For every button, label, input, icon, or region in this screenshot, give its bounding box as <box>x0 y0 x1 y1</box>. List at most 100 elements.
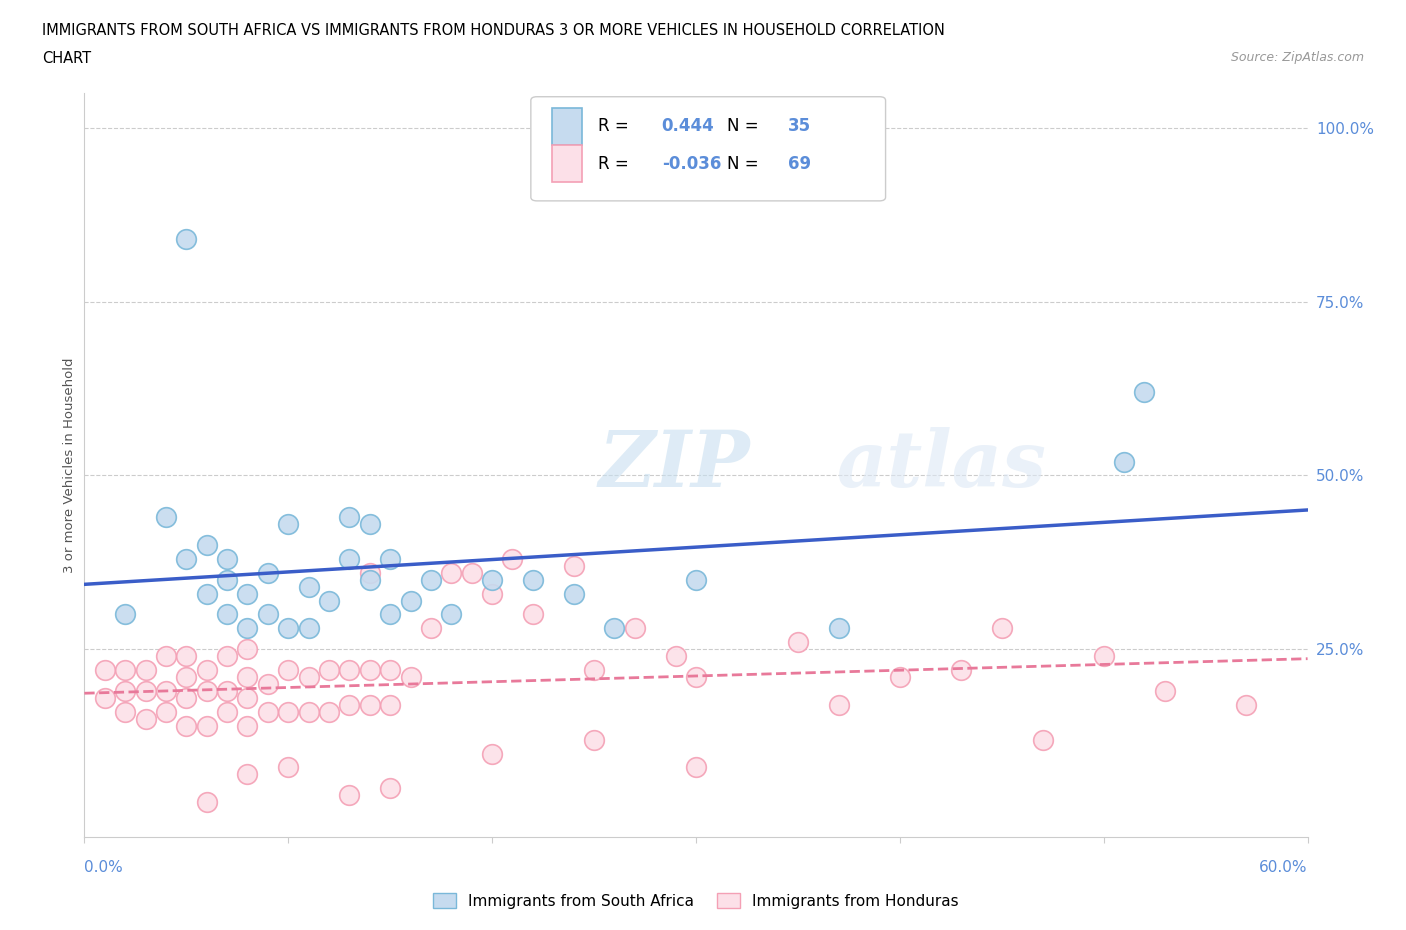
Point <box>562 586 585 601</box>
Text: IMMIGRANTS FROM SOUTH AFRICA VS IMMIGRANTS FROM HONDURAS 3 OR MORE VEHICLES IN H: IMMIGRANTS FROM SOUTH AFRICA VS IMMIGRAN… <box>42 23 945 38</box>
Point <box>359 698 381 712</box>
Point <box>991 621 1014 636</box>
Point <box>359 517 381 532</box>
Text: 35: 35 <box>787 117 811 136</box>
Point <box>339 698 361 712</box>
Bar <box>551 108 582 145</box>
Point <box>440 607 463 622</box>
Point <box>399 593 422 608</box>
Point <box>1133 384 1156 399</box>
Point <box>257 607 280 622</box>
Point <box>114 607 136 622</box>
Point <box>522 572 544 587</box>
Point <box>481 586 503 601</box>
Point <box>828 698 851 712</box>
Point <box>481 746 503 761</box>
Point <box>236 767 259 782</box>
Point <box>950 663 973 678</box>
Point <box>277 704 299 719</box>
Text: 0.0%: 0.0% <box>84 860 124 875</box>
Point <box>277 517 299 532</box>
Point <box>217 607 239 622</box>
Point <box>257 565 280 580</box>
Point <box>318 704 340 719</box>
Point <box>236 586 259 601</box>
Text: Source: ZipAtlas.com: Source: ZipAtlas.com <box>1230 51 1364 64</box>
Point <box>114 684 136 698</box>
Point <box>176 670 198 684</box>
Point <box>217 649 239 664</box>
Point <box>298 579 321 594</box>
Point <box>1032 732 1054 747</box>
Point <box>217 704 239 719</box>
Point <box>380 607 402 622</box>
Point <box>155 704 177 719</box>
Point <box>114 663 136 678</box>
Point <box>176 551 198 566</box>
Text: CHART: CHART <box>42 51 91 66</box>
Point <box>339 510 361 525</box>
Point <box>217 684 239 698</box>
Point <box>298 621 321 636</box>
Point <box>93 663 117 678</box>
Point <box>277 760 299 775</box>
Point <box>603 621 626 636</box>
Point <box>176 232 198 246</box>
Point <box>114 704 136 719</box>
Point <box>298 670 321 684</box>
Point <box>583 732 606 747</box>
Point <box>195 684 218 698</box>
Point <box>236 642 259 657</box>
Point <box>339 788 361 803</box>
Point <box>359 565 381 580</box>
Point <box>562 558 585 573</box>
Point <box>420 572 443 587</box>
Text: 0.444: 0.444 <box>662 117 714 136</box>
Point <box>217 551 239 566</box>
Point <box>481 572 503 587</box>
Point <box>277 621 299 636</box>
Point <box>1154 684 1177 698</box>
Point <box>257 704 280 719</box>
Point <box>257 677 280 692</box>
Point <box>217 572 239 587</box>
Point <box>236 621 259 636</box>
Point <box>155 684 177 698</box>
Point <box>176 690 198 705</box>
Legend: Immigrants from South Africa, Immigrants from Honduras: Immigrants from South Africa, Immigrants… <box>427 886 965 915</box>
Point <box>155 510 177 525</box>
Point <box>195 586 218 601</box>
Point <box>195 718 218 733</box>
Point <box>828 621 851 636</box>
Point <box>359 663 381 678</box>
Text: 69: 69 <box>787 154 811 173</box>
Text: N =: N = <box>727 154 763 173</box>
Point <box>195 538 218 552</box>
Text: R =: R = <box>598 154 634 173</box>
Point <box>380 551 402 566</box>
Point <box>176 718 198 733</box>
Bar <box>551 145 582 182</box>
Point <box>461 565 484 580</box>
Point <box>277 663 299 678</box>
Point <box>380 698 402 712</box>
Point <box>685 670 707 684</box>
Point <box>420 621 443 636</box>
Point <box>318 593 340 608</box>
Point <box>889 670 911 684</box>
Text: R =: R = <box>598 117 634 136</box>
Point <box>135 684 157 698</box>
Point <box>1236 698 1258 712</box>
Text: 60.0%: 60.0% <box>1260 860 1308 875</box>
FancyBboxPatch shape <box>531 97 886 201</box>
Point <box>685 760 707 775</box>
Point <box>236 670 259 684</box>
Y-axis label: 3 or more Vehicles in Household: 3 or more Vehicles in Household <box>63 357 76 573</box>
Point <box>298 704 321 719</box>
Point <box>339 551 361 566</box>
Point <box>176 649 198 664</box>
Point <box>624 621 647 636</box>
Point <box>1114 454 1136 469</box>
Point <box>318 663 340 678</box>
Text: -0.036: -0.036 <box>662 154 721 173</box>
